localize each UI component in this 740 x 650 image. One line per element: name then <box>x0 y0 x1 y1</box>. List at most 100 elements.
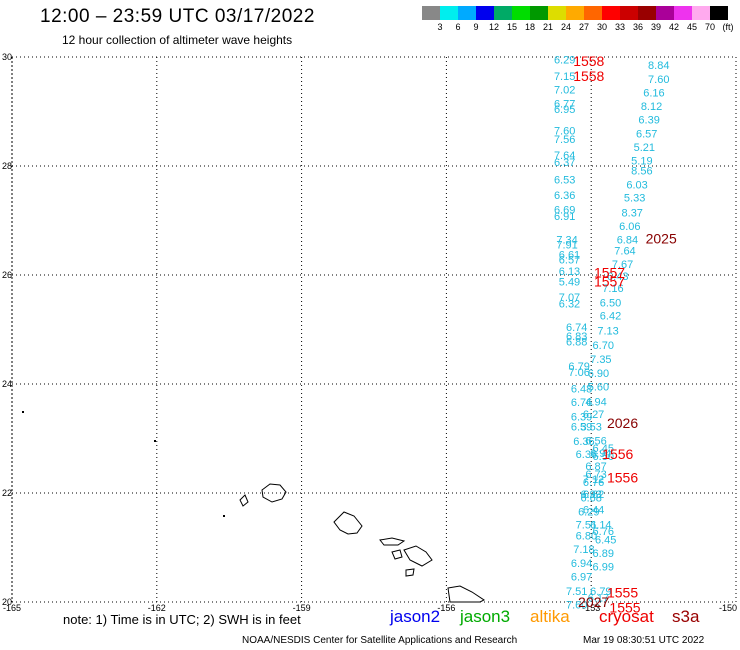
hawaii-islands <box>22 411 485 603</box>
scale-swatch <box>674 6 692 20</box>
wave-height-point: 6.80 <box>576 531 597 543</box>
wave-height-point: 7.15 <box>554 71 575 83</box>
wave-height-point: 6.94 <box>571 558 592 570</box>
wave-height-point: 6.29 <box>578 507 599 519</box>
lat-tick-label: 30 <box>2 52 12 62</box>
wave-height-point: 7.02 <box>554 85 575 97</box>
wave-height-point: 6.95 <box>554 104 575 116</box>
lat-tick-label: 26 <box>2 270 12 280</box>
scale-label: 33 <box>614 22 625 32</box>
wave-height-point: 5.21 <box>634 142 655 154</box>
kauai-island <box>261 483 287 503</box>
scale-label: 24 <box>560 22 571 32</box>
wave-height-point: 6.68 <box>580 492 601 504</box>
wave-height-point: 7.64 <box>614 245 635 257</box>
wave-height-point: 7.64 <box>554 150 575 162</box>
scale-label: 15 <box>506 22 517 32</box>
legend-jason2: jason2 <box>390 607 441 626</box>
wave-height-point: 6.94 <box>590 448 611 460</box>
scale-label: (ft) <box>722 22 734 32</box>
scale-label: 45 <box>686 22 697 32</box>
kahoolawe-island <box>405 568 415 577</box>
wave-height-point: 7.91 <box>556 239 577 251</box>
lat-tick-label: 22 <box>2 488 12 498</box>
wave-height-point: 6.39 <box>571 412 592 424</box>
wave-height-point: 7.18 <box>573 544 594 556</box>
wave-height-point: 6.89 <box>593 548 614 560</box>
wave-height-point: 8.37 <box>622 207 643 219</box>
wave-height-point: 6.50 <box>593 451 614 463</box>
wave-height-point: 6.45 <box>595 534 616 546</box>
wave-height-point: 7.51 <box>566 586 587 598</box>
wave-height-point: 6.84 <box>617 235 638 247</box>
scale-swatch <box>548 6 566 20</box>
scale-label: 70 <box>704 22 715 32</box>
wave-height-point: 7.07 <box>559 292 580 304</box>
lon-tick-label: -153 <box>582 603 600 613</box>
map-subtitle: 12 hour collection of altimeter wave hei… <box>62 33 293 47</box>
wave-height-point: 6.61 <box>559 249 580 261</box>
wave-height-point: 6.91 <box>554 211 575 223</box>
wave-height-point: 6.06 <box>619 221 640 233</box>
pass-time-label: 2027 <box>578 594 609 610</box>
wave-height-point: 6.76 <box>593 526 614 538</box>
wave-height-point: 6.57 <box>636 128 657 140</box>
scale-swatch <box>458 6 476 20</box>
wave-height-point: 4.94 <box>585 396 606 408</box>
scale-swatch <box>692 6 710 20</box>
scale-swatch <box>638 6 656 20</box>
scale-swatch <box>602 6 620 20</box>
pass-time-label: 1557 <box>594 264 625 280</box>
wave-height-point: 6.48 <box>571 383 592 395</box>
scale-swatch <box>584 6 602 20</box>
wave-height-point: 6.79 <box>590 586 611 598</box>
wave-height-point: 7.06 <box>568 367 589 379</box>
scale-label: 30 <box>596 22 607 32</box>
credit-line: NOAA/NESDIS Center for Satellite Applica… <box>242 635 518 646</box>
wave-height-point: 6.59 <box>571 422 592 434</box>
oahu-island <box>333 511 363 535</box>
wave-height-point: 6.76 <box>571 397 592 409</box>
wave-height-point: 5.19 <box>631 156 652 168</box>
scale-swatch <box>566 6 584 20</box>
wave-height-point: 6.79 <box>568 361 589 373</box>
pass-time-label: 1558 <box>573 53 604 69</box>
scale-swatch <box>656 6 674 20</box>
wave-height-point: 6.77 <box>554 98 575 110</box>
wave-height-point: 6.88 <box>566 336 587 348</box>
scale-swatch <box>620 6 638 20</box>
scale-swatch <box>530 6 548 20</box>
wave-height-point: 7.60 <box>554 126 575 138</box>
wave-height-point: 6.42 <box>600 310 621 322</box>
pass-time-label: 1557 <box>594 274 625 290</box>
lon-tick-label: -156 <box>437 603 455 613</box>
wave-height-point: 6.83 <box>566 331 587 343</box>
wave-height-point: 6.44 <box>583 504 604 516</box>
wave-height-point: 6.57 <box>559 255 580 267</box>
wave-height-point: 7.35 <box>590 354 611 366</box>
legend-altika: altika <box>530 607 570 626</box>
map-title: 12:00 – 23:59 UTC 03/17/2022 <box>40 6 315 27</box>
lat-tick-label: 20 <box>2 597 12 607</box>
lon-tick-label: -165 <box>3 603 21 613</box>
legend-cryosat: cryosat <box>599 607 654 626</box>
wave-height-point: 6.39 <box>638 115 659 127</box>
wave-height-point: 7.34 <box>556 235 577 247</box>
wave-height-point: 6.32 <box>559 298 580 310</box>
maui-island <box>403 545 433 567</box>
scale-label: 27 <box>578 22 589 32</box>
wave-height-point: 6.45 <box>593 443 614 455</box>
lat-tick-label: 28 <box>2 161 12 171</box>
wave-height-point: 6.27 <box>583 409 604 421</box>
molokai-island <box>379 537 406 546</box>
wave-height-point: 7.60 <box>566 600 587 612</box>
wave-height-point: 6.36 <box>576 449 597 461</box>
pass-time-label: 2025 <box>646 230 677 246</box>
scale-label: 9 <box>473 22 479 32</box>
lon-tick-label: -150 <box>719 603 737 613</box>
wave-height-point: 7.60 <box>648 74 669 86</box>
wave-height-point: 6.37 <box>554 157 575 169</box>
wave-height-point: 3.53 <box>580 422 601 434</box>
wave-height-point: 6.56 <box>585 436 606 448</box>
wave-height-point: 6.36 <box>573 436 594 448</box>
